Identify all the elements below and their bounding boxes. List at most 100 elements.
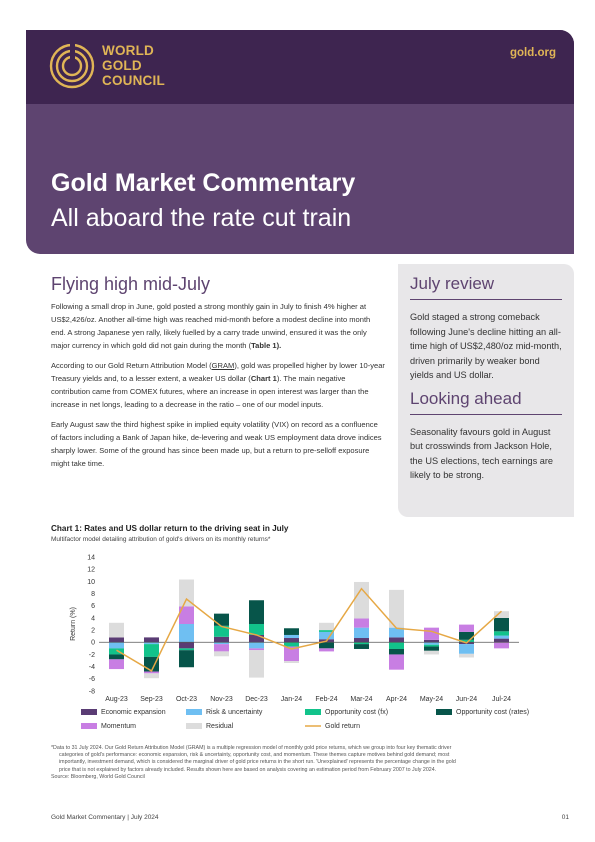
bar-segment <box>354 581 369 619</box>
wgc-logo-icon <box>49 42 95 89</box>
bar-segment <box>389 648 404 655</box>
note-line: importantly, investment demand, which is… <box>59 759 456 766</box>
legend-label: Residual <box>206 723 234 730</box>
bar-segment <box>354 642 369 645</box>
footnotes: *Data to 31 July 2024. Our Gold Return A… <box>51 745 574 781</box>
footer-title: Gold Market Commentary | July 2024 <box>51 814 159 821</box>
legend-label: Economic expansion <box>101 709 166 716</box>
bar-segment <box>459 639 474 643</box>
bar-segment <box>109 648 124 655</box>
bar-segment <box>424 646 439 651</box>
y-tick-label: 0 <box>91 640 95 647</box>
text: According to our Gold Return Attribution… <box>51 361 212 370</box>
bar-segment <box>144 644 159 657</box>
y-tick-label: -4 <box>89 664 95 671</box>
chart-1-svg: -8 -6 -4 -2 0 2 4 6 8 10 12 14 Return (%) Aug-23 Sep-2… <box>70 554 529 730</box>
bar-segment <box>284 642 299 647</box>
y-tick-label: 4 <box>91 615 95 622</box>
x-tick-label: Oct-23 <box>176 696 197 703</box>
bar-segment <box>109 637 124 643</box>
logo-line: WORLD <box>102 43 154 58</box>
bar-segment <box>494 638 509 643</box>
bar-segment <box>319 622 334 631</box>
page-title: Gold Market Commentary <box>51 169 356 197</box>
logo-wordmark: WORLD GOLD COUNCIL <box>102 43 165 88</box>
bar-segment <box>389 637 404 643</box>
bar-segment <box>214 651 229 657</box>
y-tick-label: 14 <box>87 554 95 561</box>
bar-segment <box>389 589 404 628</box>
y-tick-label: -6 <box>89 676 95 683</box>
bar-segment <box>249 624 264 635</box>
y-axis-label: Return (%) <box>70 607 77 641</box>
bar-segment <box>144 642 159 645</box>
bar-segment <box>319 648 334 652</box>
bar-segment <box>214 642 229 645</box>
y-tick-label: -2 <box>89 652 95 659</box>
hero-top-band <box>26 30 574 104</box>
bar-segment <box>214 636 229 643</box>
text: ). The main negative contribution came f… <box>51 374 369 409</box>
bar-segment <box>214 625 229 637</box>
bar-segment <box>459 644 474 654</box>
note-line: categories of gold's performance: econom… <box>59 752 450 759</box>
bar-segment <box>214 613 229 626</box>
text: ), gold was propelled higher by lower 10… <box>51 361 385 383</box>
legend-label: Gold return <box>325 723 360 730</box>
paragraph-1: Following a small drop in June, gold pos… <box>51 300 386 352</box>
x-tick-label: Aug-23 <box>105 696 128 703</box>
bar-segment <box>249 650 264 678</box>
bar-segment <box>424 644 439 647</box>
legend-swatch <box>81 709 97 715</box>
x-tick-label: Feb-24 <box>315 696 337 703</box>
bar-segment <box>179 624 194 643</box>
bar-segment <box>354 644 369 649</box>
y-tick-label: 12 <box>87 567 95 574</box>
gram-link[interactable]: GRAM <box>211 361 235 370</box>
legend-swatch <box>186 723 202 729</box>
y-tick-label: 6 <box>91 603 95 610</box>
y-tick-label: 10 <box>87 579 95 586</box>
bar-segment <box>354 638 369 643</box>
legend-label: Opportunity cost (rates) <box>456 709 529 716</box>
page-number: 01 <box>561 814 569 821</box>
x-tick-label: Sep-23 <box>140 696 163 703</box>
bar-segment <box>459 631 474 640</box>
bar-segment <box>424 639 439 643</box>
bar-segment <box>144 673 159 679</box>
bar-segment <box>319 642 334 649</box>
hero-banner: WORLD GOLD COUNCIL gold.org Gold Market … <box>26 30 574 254</box>
table-ref: Table 1 <box>251 341 277 350</box>
bar-segment <box>354 627 369 639</box>
bar-segment <box>249 642 264 649</box>
bar-segment <box>494 611 509 618</box>
bar-segment <box>319 631 334 640</box>
bar-segment <box>284 634 299 639</box>
bar-segment <box>249 634 264 643</box>
bar-segment <box>144 671 159 674</box>
bar-segment <box>389 627 404 638</box>
bar-segment <box>459 624 474 632</box>
bar-segment <box>494 617 509 632</box>
x-tick-label: Jan-24 <box>281 696 303 703</box>
bar-segment <box>319 630 334 632</box>
chart-ref: Chart 1 <box>250 374 277 383</box>
x-tick-label: Mar-24 <box>350 696 372 703</box>
sidebar-heading-review: July review <box>410 274 562 300</box>
bar-segment <box>459 653 474 658</box>
sidebar-text-review: Gold staged a strong comeback following … <box>410 312 562 380</box>
bar-segment <box>109 642 124 649</box>
bar-segment <box>389 642 404 649</box>
bar-segment <box>179 606 194 624</box>
source-line: Source: Bloomberg, World Gold Council <box>51 773 145 780</box>
logo-line: COUNCIL <box>102 73 165 88</box>
bar-segment <box>424 650 439 655</box>
bar-segment <box>179 650 194 668</box>
legend-swatch <box>186 709 202 715</box>
site-link[interactable]: gold.org <box>510 47 556 59</box>
bar-segment <box>494 631 509 636</box>
bar-segment <box>354 618 369 628</box>
bar-segment <box>494 635 509 639</box>
section-heading: Flying high mid-July <box>51 274 211 294</box>
paragraph-3: Early August saw the third highest spike… <box>51 420 382 468</box>
